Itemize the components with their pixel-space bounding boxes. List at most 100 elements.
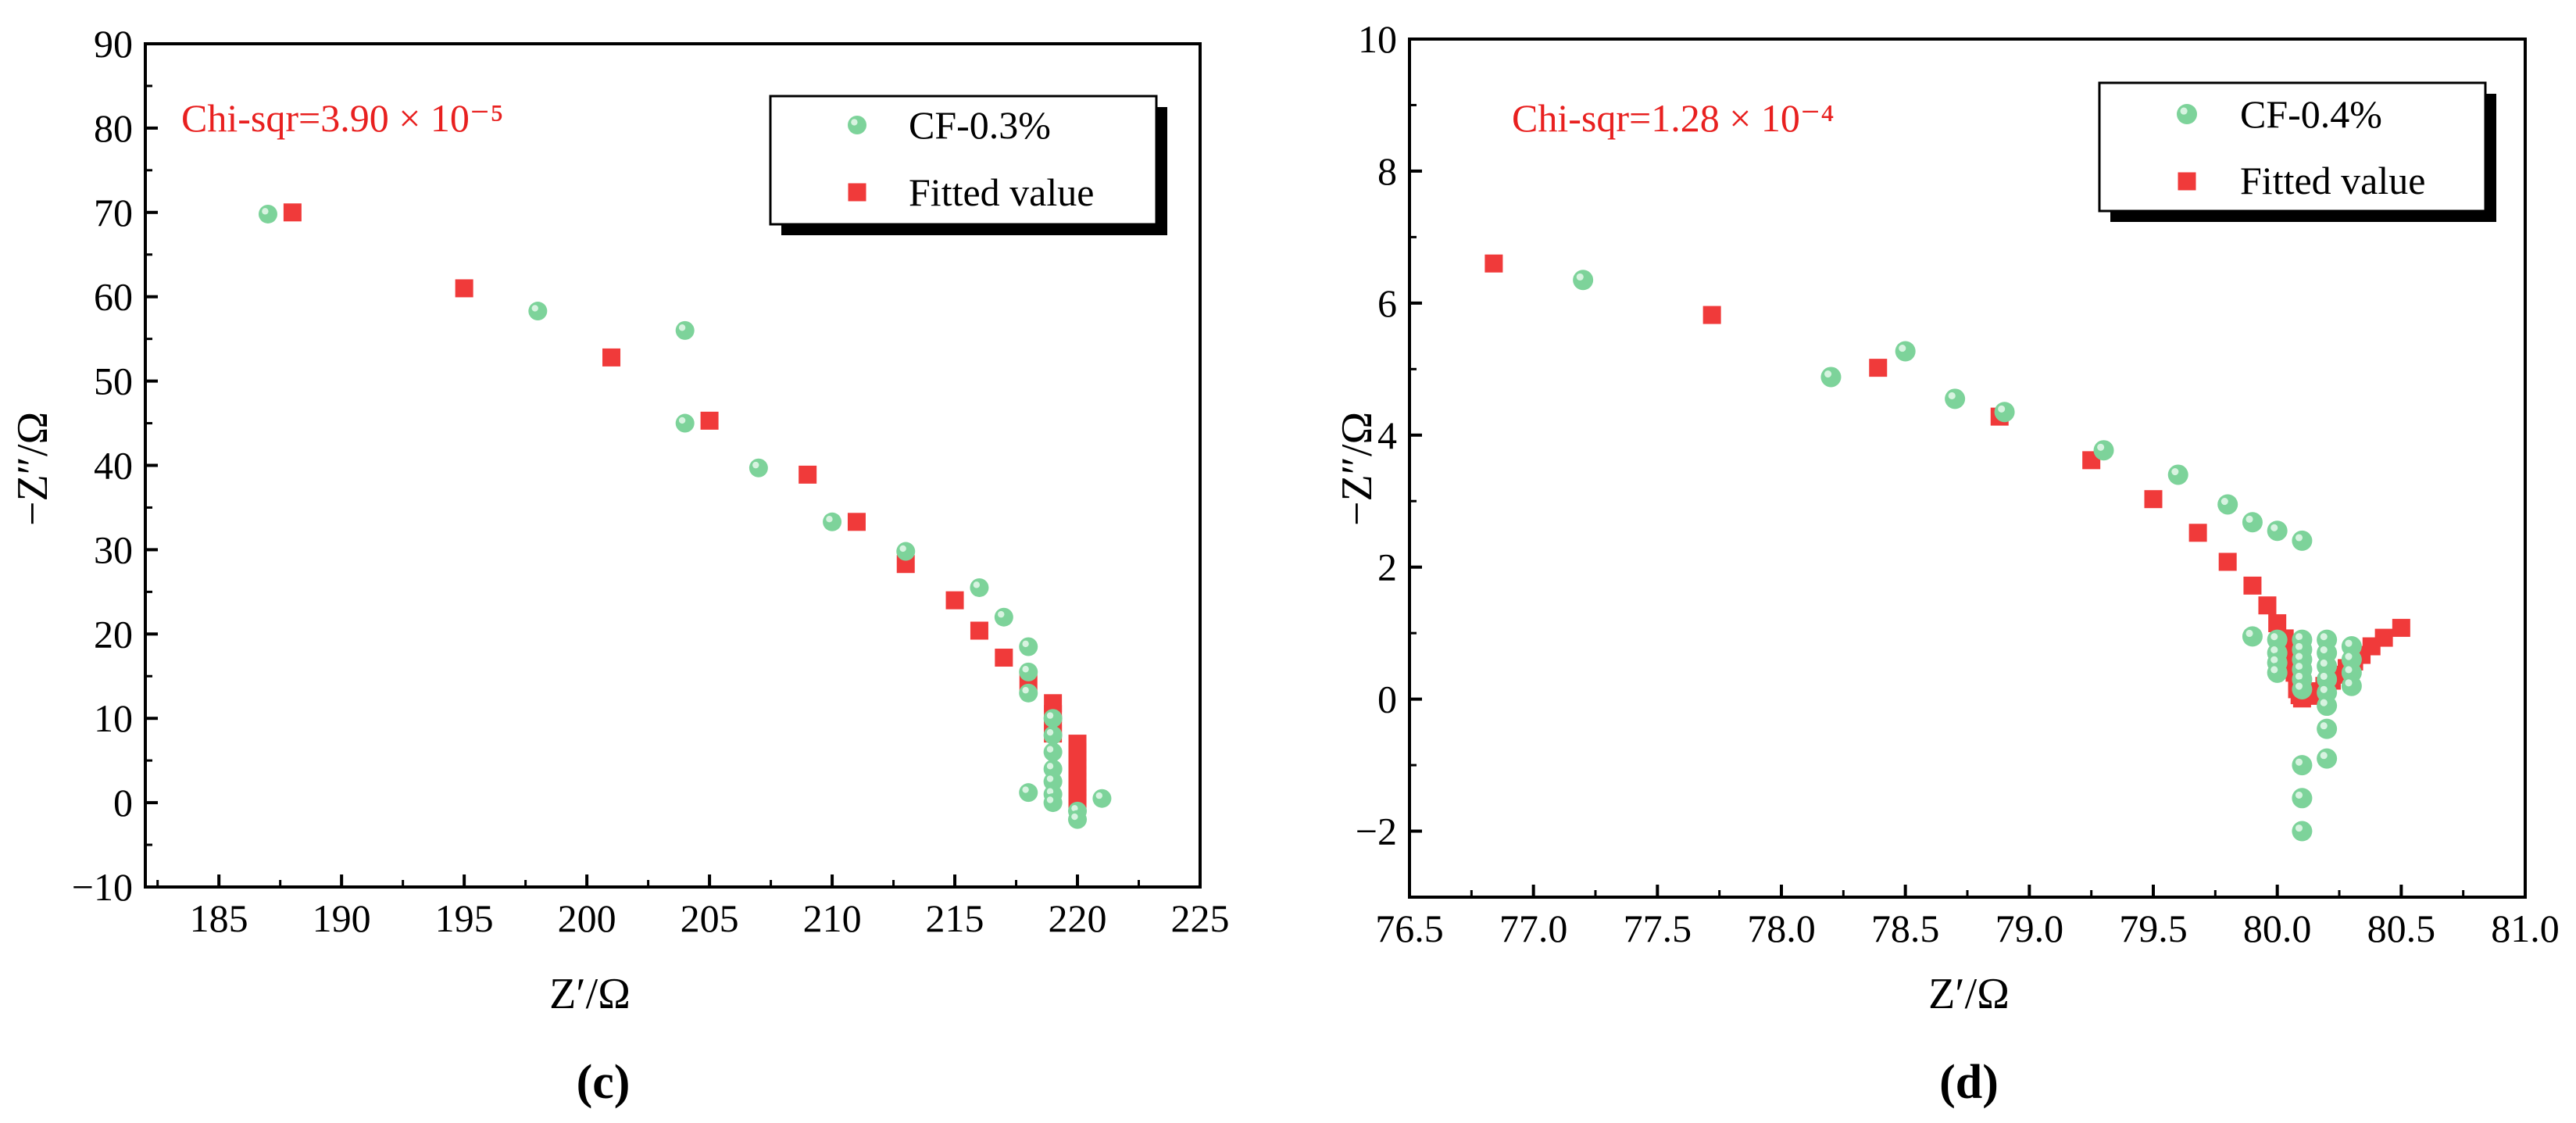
legend-label-measured: CF-0.3% <box>909 103 1051 147</box>
legend-marker-fitted <box>2178 172 2196 191</box>
legend-circle-highlight <box>851 119 858 126</box>
measured-point-highlight <box>2295 682 2303 690</box>
measured-point-highlight <box>2271 633 2278 641</box>
fitted-point <box>2188 524 2207 542</box>
measured-point-highlight <box>1095 792 1103 799</box>
measured-point <box>1573 270 1594 291</box>
measured-point-highlight <box>1046 728 1054 736</box>
x-tick-label: 80.0 <box>2243 907 2312 950</box>
y-tick-label: 90 <box>94 22 133 66</box>
panel-label: (d) <box>1939 1056 1999 1109</box>
measured-point <box>1043 725 1063 745</box>
x-tick-label: 76.5 <box>1375 907 1444 950</box>
measured-point <box>2317 696 2338 717</box>
measured-point-highlight <box>2295 824 2303 832</box>
fitted-point <box>1702 306 1721 324</box>
measured-point <box>1043 793 1063 813</box>
x-tick-label: 225 <box>1171 896 1230 940</box>
measured-point <box>1994 402 2015 423</box>
x-tick-label: 78.0 <box>1747 907 1816 950</box>
y-axis-label: −Z″/Ω <box>9 412 57 526</box>
measured-point-highlight <box>2271 656 2278 663</box>
x-tick-label: 79.0 <box>1995 907 2064 950</box>
measured-point <box>1092 789 1112 808</box>
fitted-point <box>799 465 817 484</box>
y-tick-label: 0 <box>113 781 133 824</box>
measured-point-highlight <box>2345 639 2353 647</box>
measured-point <box>2242 626 2263 647</box>
measured-point-highlight <box>2295 672 2303 680</box>
x-tick-label: 190 <box>313 896 371 940</box>
y-tick-label: 80 <box>94 106 133 150</box>
fitted-point <box>2218 553 2237 571</box>
measured-point-highlight <box>2246 629 2253 638</box>
legend-label-fitted: Fitted value <box>2240 159 2425 202</box>
measured-point <box>675 320 695 340</box>
measured-point <box>675 413 695 433</box>
measured-point-highlight <box>2271 646 2278 654</box>
legend-marker-measured <box>848 116 866 134</box>
measured-point-highlight <box>2295 653 2303 660</box>
x-tick-label: 79.5 <box>2119 907 2188 950</box>
measured-point-highlight <box>2320 633 2328 641</box>
panel-c: −10 0 10 20 30 40 50 60 70 80 90 185 190 195 200 205 21… <box>9 22 1230 1109</box>
y-tick-label: 20 <box>94 612 133 656</box>
measured-point <box>1068 810 1088 829</box>
measured-point <box>1019 637 1038 656</box>
measured-point-highlight <box>1046 788 1054 795</box>
x-tick-label: 81.0 <box>2491 907 2560 950</box>
measured-point-highlight <box>2295 758 2303 766</box>
legend-circle <box>2177 104 2197 124</box>
y-tick-label: 0 <box>1377 678 1397 721</box>
measured-point-highlight <box>2295 663 2303 671</box>
measured-point-highlight <box>1071 805 1078 812</box>
measured-point <box>2217 494 2238 515</box>
panel-d: −2 0 2 4 6 8 10 76.5 77.0 77.5 78.0 78.5 79.0 79.5 80… <box>1333 17 2560 1109</box>
measured-point <box>1820 367 1842 388</box>
y-tick-labels: −2 0 2 4 6 8 10 <box>1356 17 1397 853</box>
measured-point-highlight <box>2097 443 2105 451</box>
measured-point-highlight <box>2320 659 2328 667</box>
fitted-point <box>2258 596 2277 615</box>
measured-point <box>1019 783 1038 803</box>
measured-point-highlight <box>2320 722 2328 730</box>
data-points <box>258 203 1112 829</box>
measured-point <box>2317 748 2338 769</box>
measured-point <box>970 578 989 597</box>
legend-box <box>769 95 1158 226</box>
measured-point <box>1945 388 1966 410</box>
fitted-point <box>2243 576 2262 595</box>
measured-point-highlight <box>1948 392 1956 399</box>
fitted-point <box>847 513 866 531</box>
measured-point <box>1043 742 1063 762</box>
fitted-point <box>995 649 1013 667</box>
measured-point <box>1895 341 1916 362</box>
measured-point-highlight <box>2246 515 2253 523</box>
measured-point-highlight <box>2295 534 2303 542</box>
measured-point <box>2292 755 2313 776</box>
measured-point-highlight <box>2345 666 2353 674</box>
measured-point <box>749 458 768 477</box>
chi-sqr-annotation: Chi-sqr=1.28 × 10⁻⁴ <box>1512 96 1835 140</box>
measured-point-highlight <box>2345 653 2353 660</box>
x-tick-label: 220 <box>1049 896 1107 940</box>
y-tick-label: 2 <box>1377 545 1397 589</box>
measured-point-highlight <box>2320 646 2328 654</box>
y-tick-label: 70 <box>94 191 133 234</box>
legend-label-fitted: Fitted value <box>909 170 1094 214</box>
legend: CF-0.3% Fitted value <box>769 95 1167 235</box>
measured-point <box>994 607 1013 627</box>
x-tick-label: 210 <box>803 896 862 940</box>
measured-point-highlight <box>1998 405 2006 413</box>
fitted-point <box>945 591 964 610</box>
measured-point <box>896 542 916 561</box>
measured-point <box>2267 520 2288 542</box>
measured-point <box>2242 512 2263 533</box>
x-tick-label: 77.0 <box>1499 907 1568 950</box>
fitted-point <box>602 348 621 367</box>
y-tick-label: 4 <box>1377 413 1397 457</box>
y-tick-label: 10 <box>94 696 133 740</box>
measured-point-highlight <box>1022 666 1029 673</box>
x-tick-label: 80.5 <box>2367 907 2436 950</box>
